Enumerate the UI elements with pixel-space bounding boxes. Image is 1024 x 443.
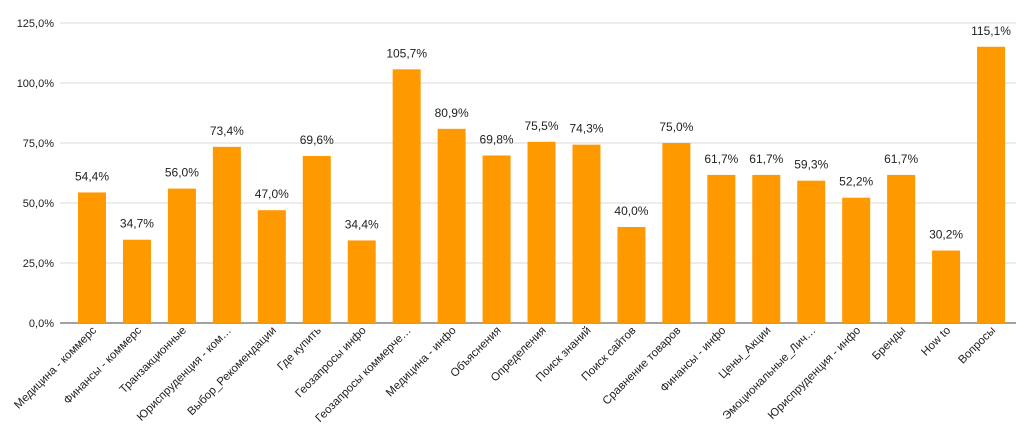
value-label: 73,4% [210, 124, 244, 138]
category-label: Медицина - коммерс [12, 324, 99, 411]
value-label: 56,0% [165, 166, 199, 180]
bar [527, 141, 556, 323]
value-label: 105,7% [386, 46, 427, 60]
y-tick-label: 50,0% [23, 198, 54, 210]
bars [78, 46, 1006, 323]
bar [78, 192, 106, 323]
y-axis-ticks: 0,0% 25,0% 50,0% 75,0% 100,0% 125,0% [17, 18, 55, 330]
bar [977, 46, 1006, 323]
y-tick-label: 125,0% [17, 18, 55, 30]
value-label: 34,4% [345, 217, 379, 231]
bar [842, 197, 871, 323]
bar [662, 143, 691, 323]
bar [122, 239, 151, 323]
category-label: Бренды [870, 325, 908, 363]
value-label: 40,0% [614, 204, 648, 218]
bar [572, 144, 601, 323]
category-label: Финансы - коммерс [62, 324, 144, 406]
y-tick-label: 0,0% [29, 318, 54, 330]
bar [482, 155, 511, 323]
category-label: Где купить [275, 325, 324, 374]
bar [437, 128, 466, 323]
bar [797, 180, 826, 323]
bar [752, 174, 781, 323]
value-label: 69,8% [480, 132, 514, 146]
category-label: Юриспруденция - инфо [766, 325, 863, 422]
bar [932, 250, 961, 323]
value-label: 59,3% [794, 158, 828, 172]
bar [887, 174, 916, 323]
bar [617, 227, 646, 323]
bar [257, 210, 286, 323]
category-label: Вопросы [956, 325, 998, 367]
value-labels: 54,4% 34,7% 56,0% 73,4% 47,0% 69,6% 34,4% 105,7… [75, 24, 1011, 242]
bar [707, 174, 736, 323]
y-tick-label: 100,0% [17, 78, 55, 90]
category-label: Сравнение товаров [601, 325, 684, 408]
value-label: 61,7% [884, 152, 918, 166]
value-label: 61,7% [749, 152, 783, 166]
value-label: 69,6% [300, 133, 334, 147]
value-label: 75,0% [659, 120, 693, 134]
value-label: 54,4% [75, 169, 109, 183]
category-label: How to [919, 325, 953, 359]
value-label: 30,2% [929, 228, 963, 242]
value-label: 52,2% [839, 175, 873, 189]
bar [167, 188, 196, 323]
bar [302, 155, 331, 323]
y-tick-label: 75,0% [23, 138, 54, 150]
value-label: 80,9% [435, 106, 469, 120]
value-label: 61,7% [704, 152, 738, 166]
value-label: 34,7% [120, 217, 154, 231]
bar [347, 240, 376, 323]
value-label: 74,3% [569, 122, 603, 136]
bar [392, 69, 421, 323]
value-label: 47,0% [255, 187, 289, 201]
category-label: Эмоциональные_Лич… [721, 325, 819, 423]
value-label: 115,1% [971, 24, 1011, 38]
category-label: Выбор_Рекомендации [186, 325, 279, 418]
value-label: 75,5% [525, 119, 559, 133]
y-tick-label: 25,0% [23, 258, 54, 270]
bar [212, 146, 241, 323]
category-label: Юриспруденция - ком… [135, 325, 234, 424]
